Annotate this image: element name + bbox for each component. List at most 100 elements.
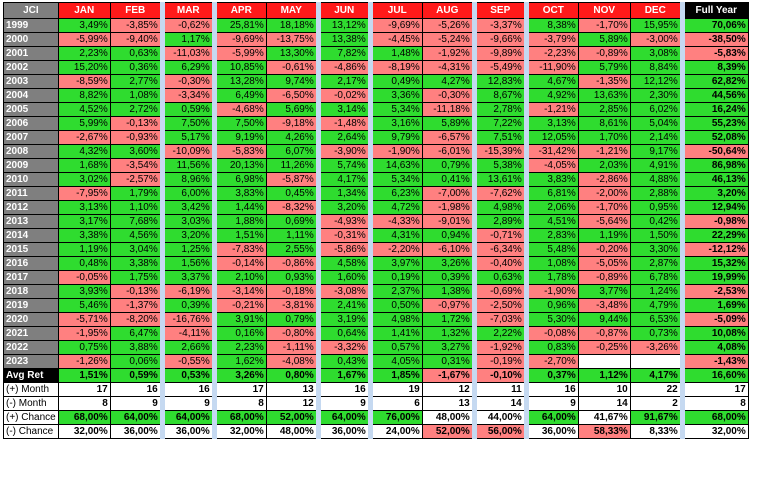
cell: 9,19% [211, 130, 267, 145]
row-label: 2003 [3, 74, 59, 89]
table-row: 1999 3,49% -3,85% -0,62% 25,81% 18,18% 13,12% -… [3, 18, 749, 33]
cell: 4,88% [629, 172, 683, 187]
cell: -5,99% [57, 32, 111, 47]
cell: 3,26% [421, 256, 475, 271]
row-label: 2022 [3, 340, 59, 355]
cell: 64,00% [523, 410, 579, 425]
cell: 2,66% [159, 340, 215, 355]
cell: 3,83% [211, 186, 267, 201]
cell: 52,08% [679, 130, 749, 145]
cell: -1,67% [421, 368, 475, 383]
cell: 13,30% [265, 46, 319, 61]
cell: 15,20% [57, 60, 111, 75]
cell: 4,56% [109, 228, 163, 243]
table-row: (+) Chance 68,00% 64,00% 64,00% 68,00% 52,00%… [3, 410, 749, 425]
cell: 8,82% [57, 88, 111, 103]
cell: 0,37% [523, 368, 579, 383]
cell: 1,41% [367, 326, 423, 341]
cell: 3,30% [629, 242, 683, 257]
cell: -0,08% [523, 326, 579, 341]
cell: -6,01% [421, 144, 475, 159]
cell: 0,83% [523, 340, 579, 355]
cell: 5,38% [471, 158, 527, 173]
cell: 11 [471, 382, 527, 397]
cell: 0,75% [57, 340, 111, 355]
cell: -0,21% [211, 298, 267, 313]
row-label: 2006 [3, 116, 59, 131]
table-row: 2001 2,23% 0,63% -11,03% -5,99% 13,30% 7,82% 1,… [3, 46, 749, 61]
cell: 52,00% [421, 424, 475, 439]
cell: -1,21% [523, 102, 579, 117]
cell: -5,26% [421, 18, 475, 33]
cell: 0,16% [211, 326, 267, 341]
cell: 1,62% [211, 354, 267, 369]
row-label: 2012 [3, 200, 59, 215]
cell: 13,12% [315, 18, 371, 33]
cell: 46,13% [679, 172, 749, 187]
cell: 10 [577, 382, 631, 397]
cell: 4,52% [57, 102, 111, 117]
cell: 16 [315, 382, 371, 397]
cell: -0,13% [109, 116, 163, 131]
cell: 6,49% [211, 88, 267, 103]
cell: -3,90% [315, 144, 371, 159]
cell: 13,38% [315, 32, 371, 47]
cell: 5,89% [421, 116, 475, 131]
cell: 2,14% [629, 130, 683, 145]
cell: 6 [367, 396, 423, 411]
cell: -3,37% [471, 18, 527, 33]
cell: -3,85% [109, 18, 163, 33]
cell: 4,08% [679, 340, 749, 355]
cell: 6,81% [523, 186, 579, 201]
cell: -31,42% [523, 144, 579, 159]
cell: 3,20% [159, 228, 215, 243]
cell: 2,89% [471, 214, 527, 229]
cell: 2,78% [471, 102, 527, 117]
row-label: 2007 [3, 130, 59, 145]
cell: 64,00% [159, 410, 215, 425]
table-row: (-) Month 8 9 9 8 12 9 6 13 14 9 14 2 8 [3, 396, 749, 411]
cell: 7,68% [109, 214, 163, 229]
cell: -9,01% [421, 214, 475, 229]
table-row: 2008 4,32% 3,60% -10,09% -5,83% 6,07% -3,90% -1… [3, 144, 749, 159]
table-row: 2020 -5,71% -8,20% -16,76% 3,91% 0,79% 3,19% 4,… [3, 312, 749, 327]
column-header: JCI [3, 2, 59, 19]
cell: -2,00% [577, 186, 631, 201]
cell: 8,61% [577, 116, 631, 131]
cell: -0,93% [109, 130, 163, 145]
cell: 5,79% [577, 60, 631, 75]
cell: 0,95% [629, 200, 683, 215]
cell: -3,54% [109, 158, 163, 173]
cell [577, 354, 631, 369]
cell: -4,33% [367, 214, 423, 229]
cell: -0,13% [109, 284, 163, 299]
cell: 4,79% [629, 298, 683, 313]
cell: 1,08% [109, 88, 163, 103]
cell: 17 [57, 382, 111, 397]
cell: 1,79% [109, 186, 163, 201]
cell: -10,09% [159, 144, 215, 159]
cell: 4,51% [523, 214, 579, 229]
cell: -0,55% [159, 354, 215, 369]
cell: 68,00% [57, 410, 111, 425]
cell: 4,31% [367, 228, 423, 243]
cell: -4,05% [523, 158, 579, 173]
cell: 2,55% [265, 242, 319, 257]
cell: 6,23% [367, 186, 423, 201]
cell: 2,41% [315, 298, 371, 313]
cell: -8,59% [57, 74, 111, 89]
cell: 0,45% [265, 186, 319, 201]
cell: -3,34% [159, 88, 215, 103]
cell: -8,32% [265, 200, 319, 215]
cell: 3,04% [109, 242, 163, 257]
table-row: 2012 3,13% 1,10% 3,42% 1,44% -8,32% 3,20% 4,72%… [3, 200, 749, 215]
cell: -6,34% [471, 242, 527, 257]
cell: -1,92% [421, 46, 475, 61]
cell: 7,50% [211, 116, 267, 131]
cell: -7,03% [471, 312, 527, 327]
cell: 3,37% [159, 270, 215, 285]
cell: -0,14% [211, 256, 267, 271]
cell: 1,34% [315, 186, 371, 201]
cell: 2,88% [629, 186, 683, 201]
cell: 17 [679, 382, 749, 397]
